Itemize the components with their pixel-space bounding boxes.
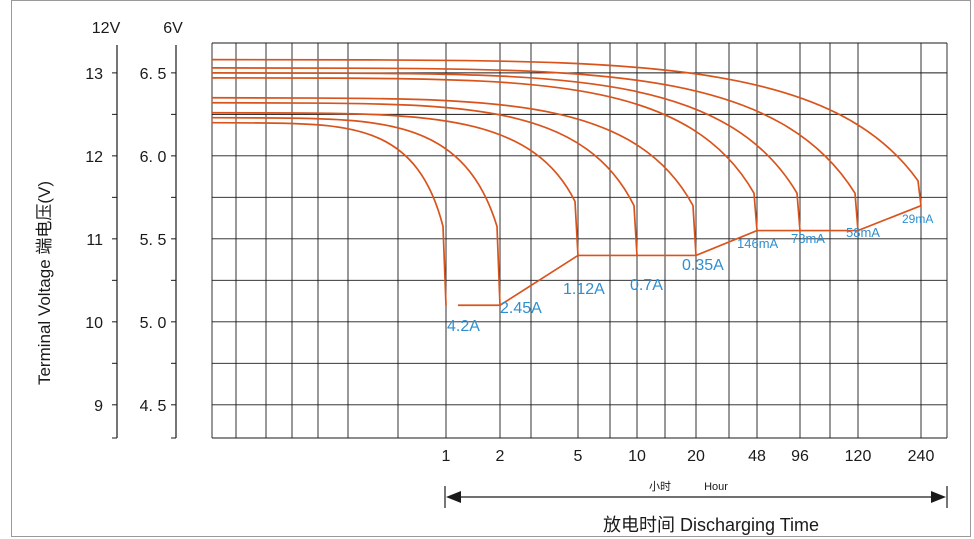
current-label: 146mA <box>737 236 779 251</box>
y-axis-title: Terminal Voltage 端电压(V) <box>35 181 54 385</box>
discharge-curve <box>211 111 579 256</box>
y-tick-12v-label: 11 <box>86 232 103 249</box>
y-tick-6v-label: 4. 5 <box>140 398 167 415</box>
y-tick-6v-label: 6. 5 <box>140 66 167 83</box>
y-tick-6v-label: 5. 5 <box>140 232 167 249</box>
y-tick-6v-label: 6. 0 <box>140 149 167 166</box>
y-tick-12v-label: 10 <box>85 315 103 332</box>
discharge-curve <box>211 58 922 206</box>
x-tick-label: 96 <box>791 448 809 465</box>
x-tick-label: 5 <box>574 448 583 465</box>
y-tick-6v-label: 5. 0 <box>140 315 167 332</box>
current-label: 1.12A <box>563 281 605 298</box>
x-tick-label: 1 <box>442 448 451 465</box>
discharge-curve <box>211 101 638 256</box>
x-axis-title: 放电时间 Discharging Time <box>603 515 819 535</box>
x-tick-label: 20 <box>687 448 705 465</box>
x-axis-range-arrow <box>444 486 948 508</box>
discharge-curve <box>211 72 801 231</box>
x-tick-label: 48 <box>748 448 766 465</box>
current-label: 2.45A <box>500 300 542 317</box>
discharge-curve <box>211 77 758 231</box>
y-tick-12v-label: 9 <box>94 398 103 415</box>
x-tick-label: 240 <box>908 448 935 465</box>
chart-grid <box>211 42 948 439</box>
current-label: 0.7A <box>630 277 663 294</box>
x-tick-label: 2 <box>496 448 505 465</box>
chart-frame <box>11 0 971 537</box>
discharge-curve <box>211 96 697 256</box>
x-axis-unit-en: Hour <box>704 481 728 493</box>
current-label: 29mA <box>902 212 933 226</box>
y-axis-6v-header: 6V <box>163 20 183 37</box>
y-tick-12v-label: 13 <box>85 66 103 83</box>
y-tick-12v-label: 12 <box>85 149 103 166</box>
x-axis-unit-cn: 小时 <box>649 480 671 493</box>
current-label: 58mA <box>846 225 880 240</box>
discharge-curve <box>211 67 859 231</box>
end-voltage-line <box>458 204 922 307</box>
x-tick-label: 10 <box>628 448 646 465</box>
x-tick-label: 120 <box>845 448 872 465</box>
current-label: 4.2A <box>447 318 480 335</box>
current-label: 73mA <box>791 231 825 246</box>
discharge-curve <box>211 121 447 306</box>
y-axis-12v-header: 12V <box>92 20 121 37</box>
discharge-curve <box>211 116 501 306</box>
current-label: 0.35A <box>682 257 724 274</box>
